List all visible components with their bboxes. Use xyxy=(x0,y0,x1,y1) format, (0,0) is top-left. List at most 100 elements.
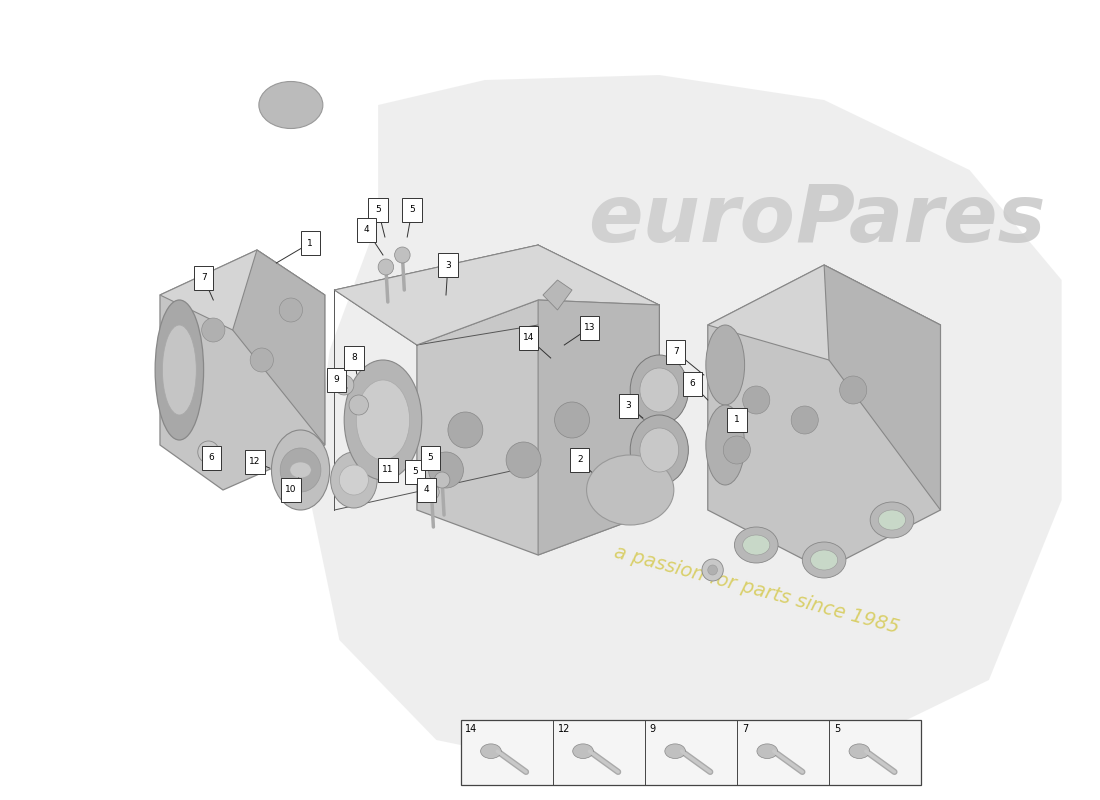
Ellipse shape xyxy=(742,535,770,555)
Text: 1: 1 xyxy=(307,238,314,247)
Ellipse shape xyxy=(640,428,679,472)
Text: 14: 14 xyxy=(465,724,477,734)
FancyBboxPatch shape xyxy=(344,346,364,370)
Circle shape xyxy=(250,348,274,372)
Polygon shape xyxy=(334,245,659,345)
Circle shape xyxy=(707,565,717,575)
Ellipse shape xyxy=(640,368,679,412)
Circle shape xyxy=(201,318,224,342)
Ellipse shape xyxy=(586,455,674,525)
Text: 3: 3 xyxy=(446,261,451,270)
Text: 4: 4 xyxy=(364,226,370,234)
Circle shape xyxy=(724,436,750,464)
Text: 5: 5 xyxy=(428,454,433,462)
Ellipse shape xyxy=(811,550,838,570)
Polygon shape xyxy=(707,265,940,570)
Text: 7: 7 xyxy=(673,347,679,357)
Text: euro: euro xyxy=(588,181,795,259)
Ellipse shape xyxy=(664,744,685,758)
Polygon shape xyxy=(417,300,659,555)
Text: 13: 13 xyxy=(584,323,595,333)
Text: 9: 9 xyxy=(650,724,656,734)
Ellipse shape xyxy=(280,448,321,492)
Text: 12: 12 xyxy=(558,724,570,734)
Circle shape xyxy=(506,442,541,478)
Text: a passion for parts since 1985: a passion for parts since 1985 xyxy=(612,542,901,638)
Circle shape xyxy=(349,395,368,415)
Text: 5: 5 xyxy=(834,724,840,734)
FancyBboxPatch shape xyxy=(368,198,388,222)
Text: Pares: Pares xyxy=(795,181,1045,259)
Ellipse shape xyxy=(481,744,502,758)
Ellipse shape xyxy=(630,355,689,425)
Circle shape xyxy=(198,441,219,463)
Circle shape xyxy=(702,559,724,581)
Text: 1: 1 xyxy=(734,415,739,425)
FancyBboxPatch shape xyxy=(580,316,600,340)
Text: 7: 7 xyxy=(200,274,207,282)
Text: 4: 4 xyxy=(424,486,429,494)
FancyBboxPatch shape xyxy=(519,326,538,350)
FancyBboxPatch shape xyxy=(300,231,320,255)
FancyBboxPatch shape xyxy=(403,198,421,222)
FancyBboxPatch shape xyxy=(245,450,265,474)
Text: 7: 7 xyxy=(741,724,748,734)
FancyBboxPatch shape xyxy=(282,478,300,502)
Ellipse shape xyxy=(630,415,689,485)
Ellipse shape xyxy=(870,502,914,538)
Circle shape xyxy=(429,452,463,488)
Ellipse shape xyxy=(757,744,778,758)
Text: 14: 14 xyxy=(522,334,535,342)
Circle shape xyxy=(839,376,867,404)
Ellipse shape xyxy=(163,325,196,415)
Text: 11: 11 xyxy=(382,466,394,474)
Ellipse shape xyxy=(802,542,846,578)
FancyBboxPatch shape xyxy=(417,478,437,502)
FancyBboxPatch shape xyxy=(405,460,425,484)
Circle shape xyxy=(554,402,590,438)
Ellipse shape xyxy=(331,452,377,508)
Polygon shape xyxy=(310,75,1062,780)
FancyBboxPatch shape xyxy=(201,446,221,470)
Polygon shape xyxy=(160,250,324,330)
Text: 8: 8 xyxy=(351,354,356,362)
FancyBboxPatch shape xyxy=(618,394,638,418)
FancyBboxPatch shape xyxy=(727,408,747,432)
Ellipse shape xyxy=(356,380,409,460)
FancyBboxPatch shape xyxy=(667,340,685,364)
Text: 5: 5 xyxy=(412,467,418,477)
Ellipse shape xyxy=(155,300,204,440)
FancyBboxPatch shape xyxy=(570,448,590,472)
Text: 6: 6 xyxy=(209,454,214,462)
FancyBboxPatch shape xyxy=(378,458,397,482)
FancyBboxPatch shape xyxy=(356,218,376,242)
Text: 9: 9 xyxy=(333,375,339,385)
Bar xyxy=(461,720,921,785)
Ellipse shape xyxy=(849,744,870,758)
Ellipse shape xyxy=(344,360,421,480)
Circle shape xyxy=(791,406,818,434)
Ellipse shape xyxy=(735,527,778,563)
Polygon shape xyxy=(707,265,940,360)
Ellipse shape xyxy=(573,744,593,758)
FancyBboxPatch shape xyxy=(438,253,458,277)
Circle shape xyxy=(395,247,410,263)
Ellipse shape xyxy=(290,462,311,478)
Ellipse shape xyxy=(339,465,369,495)
Text: 2: 2 xyxy=(578,455,583,465)
Text: 3: 3 xyxy=(626,402,631,410)
Text: 12: 12 xyxy=(250,458,261,466)
Polygon shape xyxy=(538,300,659,555)
FancyBboxPatch shape xyxy=(194,266,213,290)
Text: 5: 5 xyxy=(375,206,381,214)
Ellipse shape xyxy=(706,325,745,405)
Ellipse shape xyxy=(879,510,905,530)
Circle shape xyxy=(742,386,770,414)
FancyBboxPatch shape xyxy=(421,446,440,470)
Circle shape xyxy=(448,412,483,448)
Text: 10: 10 xyxy=(285,486,297,494)
Circle shape xyxy=(204,447,213,457)
FancyBboxPatch shape xyxy=(683,372,702,396)
Ellipse shape xyxy=(258,82,323,129)
Polygon shape xyxy=(233,250,324,445)
